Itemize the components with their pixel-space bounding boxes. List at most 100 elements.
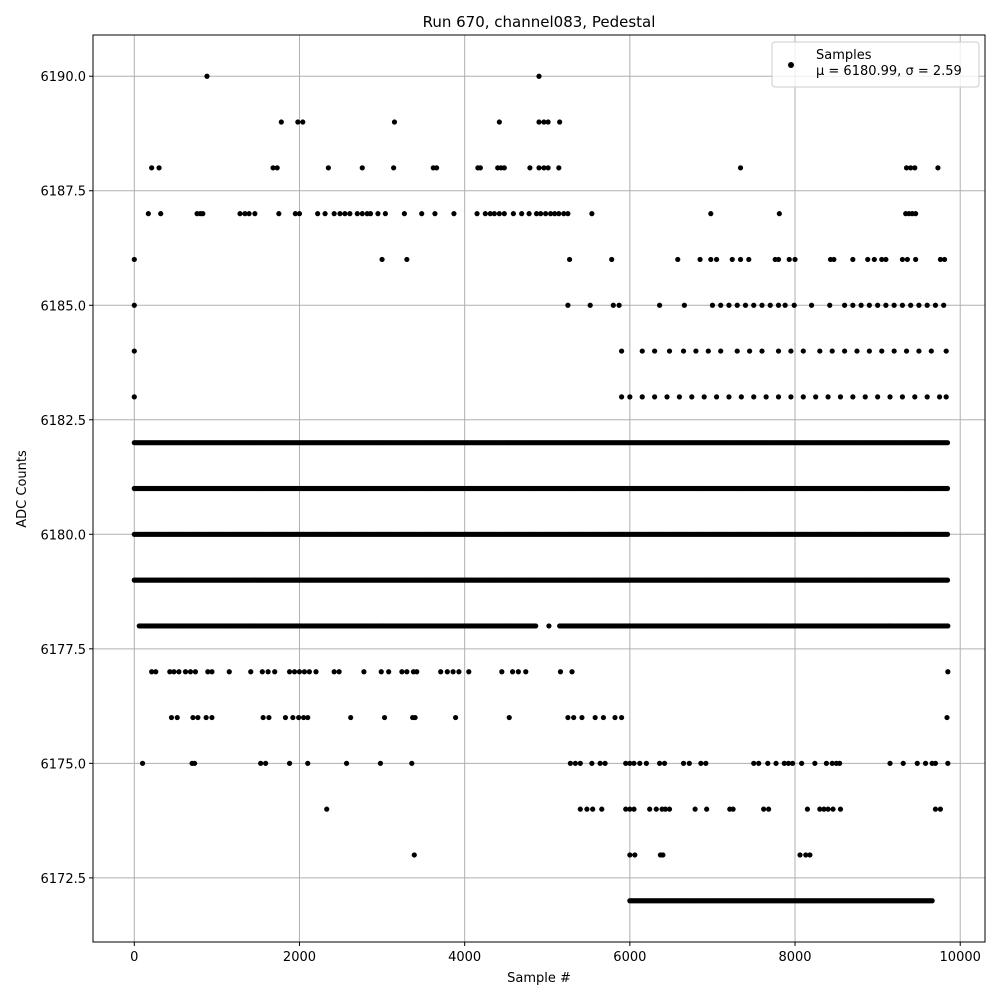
sample-point [837,760,843,766]
sample-point [656,302,663,308]
sample-point [932,302,939,308]
sample-point [637,760,643,766]
sample-point [734,348,740,354]
sample-point [675,256,681,263]
sample-point [812,760,818,766]
y-tick-label: 6187.5 [41,185,87,200]
sample-point [556,211,562,217]
sample-point [788,348,794,354]
sample-point [900,760,906,766]
sample-point [689,394,695,400]
sample-point [419,211,425,217]
sample-point [627,806,633,812]
sample-point [359,165,365,171]
sample-point [627,760,633,766]
sample-point [742,302,749,308]
sample-point [680,760,687,766]
sample-point [718,348,724,354]
legend-box [771,41,980,88]
sample-point [266,714,272,721]
sample-point [817,348,823,354]
sample-point [438,669,444,675]
sample-point [713,256,720,263]
sample-point [546,623,552,629]
sample-point [444,669,450,675]
y-axis-ticks: 6172.5 6175.0 6177.5 6180.0 6182.5 6185.0 6187… [41,70,93,887]
sample-point [841,302,848,308]
sample-point [686,760,692,766]
sample-point [775,348,782,354]
sample-point [829,348,835,354]
sample-point [565,302,571,308]
y-tick-label: 6180.0 [41,528,87,543]
sample-point [377,760,384,766]
sample-point [899,394,906,400]
sample-point [195,714,201,721]
sample-point [248,669,254,675]
sample-point [891,348,897,354]
legend: Samples μ = 6180.99, σ = 2.59 [771,41,980,88]
sample-point [209,669,215,675]
sample-point [746,256,752,263]
sample-point [246,211,252,217]
sample-point [831,256,837,263]
sample-point [800,394,806,400]
sample-point [331,669,337,675]
sample-point [899,302,906,308]
y-tick-label: 6182.5 [41,414,87,429]
sample-point [837,806,844,812]
sample-point [414,669,420,675]
sample-point [759,302,765,308]
sample-point [765,760,771,766]
sample-point [692,806,698,812]
sample-point [747,348,753,354]
sample-point [131,256,137,263]
sample-point [797,852,803,858]
sample-point [850,256,856,263]
sample-point [536,73,542,79]
sample-point [944,485,951,492]
sample-point [176,669,182,675]
sample-point [879,348,885,354]
sample-point [343,760,350,766]
sample-point [536,165,542,171]
sample-point [577,760,583,766]
sample-point [941,256,948,263]
sample-point [718,302,724,308]
sample-point [751,394,757,400]
sample-point [631,760,637,766]
sample-point [286,760,293,766]
sample-point [131,348,137,354]
sample-point [785,760,792,766]
sample-point [577,806,583,812]
chart-title: Run 670, channel083, Pedestal [423,13,656,31]
sample-point [191,760,198,766]
sample-point [552,211,558,217]
sample-point [767,302,773,308]
sample-point [936,394,943,400]
sample-point [337,211,343,217]
sample-point [305,760,311,766]
sample-point [409,760,415,766]
sample-point [131,302,137,308]
sample-point [701,394,707,400]
sample-point [572,760,578,766]
sample-point [929,898,935,904]
sample-point [862,394,868,400]
sample-point [466,669,472,675]
sample-point [627,852,633,858]
sample-point [800,348,806,354]
sample-point [789,760,796,766]
sample-point [584,806,590,812]
sample-point [589,760,595,766]
sample-point [903,165,910,171]
sample-point [382,211,388,217]
sample-point [713,394,720,400]
sample-point [913,256,919,263]
sample-point [296,211,303,217]
sample-point [761,806,767,812]
sample-point [680,348,687,354]
sample-point [296,669,303,675]
y-tick-label: 6175.0 [41,757,87,772]
sample-point [433,165,440,171]
